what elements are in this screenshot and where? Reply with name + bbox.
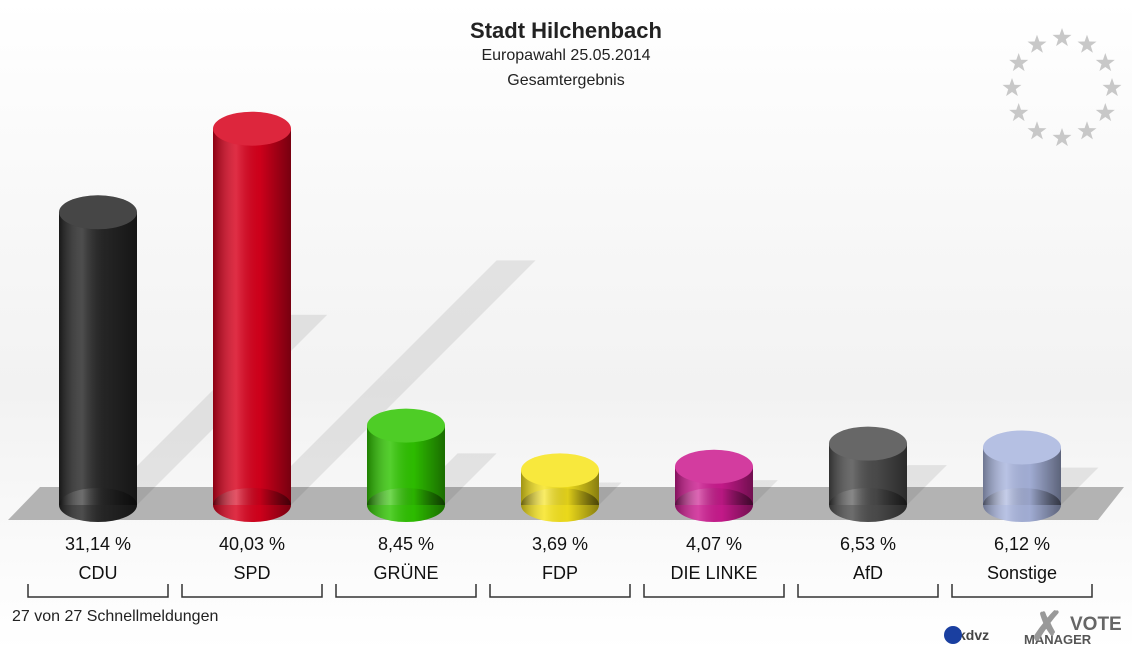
x-tick-label: AfD: [852, 563, 883, 583]
bar-top-shine: [367, 408, 445, 443]
chart-subtitle: Gesamtergebnis: [507, 72, 625, 89]
value-label: 6,53 %: [839, 534, 897, 554]
bar: [367, 408, 445, 522]
bracket: [335, 584, 477, 598]
bar-shadow: [252, 260, 536, 505]
bar: [675, 449, 753, 522]
chart-subtitle: Europawahl 25.05.2014: [481, 47, 651, 64]
bar: [59, 195, 137, 522]
value-label: 40,03 %: [218, 534, 286, 554]
star: [1002, 78, 1022, 97]
logo-text: VOTE: [1070, 614, 1122, 635]
star: [1027, 34, 1047, 53]
x-tick-label: CDU: [78, 563, 118, 583]
x-tick-label: SPD: [233, 563, 271, 583]
x-tick-label: FDP: [542, 563, 578, 583]
value-label: 31,14 %: [64, 534, 132, 554]
star: [1077, 34, 1097, 53]
bar-top: [59, 195, 137, 230]
logo-text: kdvz: [958, 627, 989, 643]
bracket: [951, 584, 1093, 598]
bar-top-shine: [829, 426, 907, 461]
star: [1052, 28, 1072, 47]
star: [1009, 103, 1029, 122]
value-label: 8,45 %: [377, 534, 435, 554]
bar: [983, 430, 1061, 522]
bar: [829, 426, 907, 522]
star: [1009, 53, 1029, 72]
bar-top: [829, 426, 907, 461]
bar-top: [367, 408, 445, 443]
bracket: [489, 584, 631, 598]
footer: 27 von 27 Schnellmeldungen: [12, 608, 219, 625]
bar-top-shine: [521, 453, 599, 488]
bracket: [181, 584, 323, 598]
logo-text: MANAGER: [1024, 632, 1092, 647]
bar-top-shine: [59, 195, 137, 230]
bar-top: [675, 449, 753, 484]
bar-shade: [59, 212, 137, 505]
chart-title: Stadt Hilchenbach: [470, 18, 662, 43]
x-tick-label: GRÜNE: [373, 563, 439, 583]
value-label: 3,69 %: [531, 534, 589, 554]
bracket: [27, 584, 169, 598]
value-label: 4,07 %: [685, 534, 743, 554]
star: [1052, 128, 1072, 147]
star: [1027, 121, 1047, 140]
bar-top: [213, 111, 291, 146]
bracket: [643, 584, 785, 598]
star: [1095, 53, 1115, 72]
bar-top-shine: [213, 111, 291, 146]
bar-shade: [213, 128, 291, 505]
star: [1077, 121, 1097, 140]
bar-top: [983, 430, 1061, 465]
bar-top-shine: [983, 430, 1061, 465]
value-label: 6,12 %: [993, 534, 1051, 554]
logo-icon: [944, 626, 962, 644]
logo-x: ✗: [1030, 605, 1064, 649]
bar-top-shine: [675, 449, 753, 484]
bar: [213, 111, 291, 522]
bar-top: [521, 453, 599, 488]
x-tick-label: Sonstige: [986, 563, 1058, 583]
x-tick-label: DIE LINKE: [670, 563, 758, 583]
star: [1102, 78, 1122, 97]
bracket: [797, 584, 939, 598]
bar: [521, 453, 599, 522]
star: [1095, 103, 1115, 122]
